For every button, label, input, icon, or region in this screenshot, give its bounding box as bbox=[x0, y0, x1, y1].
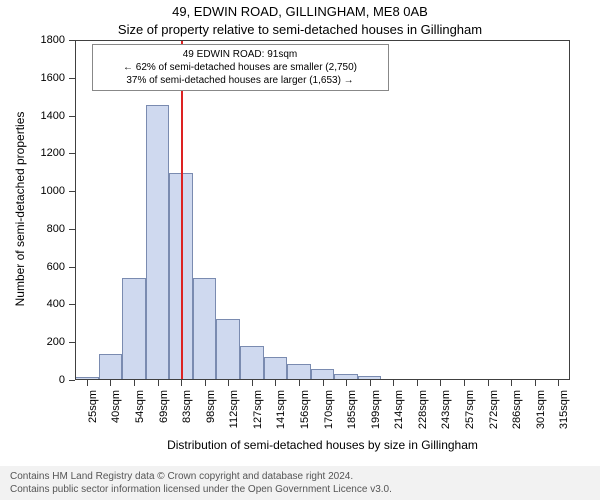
annotation-line-2: ← 62% of semi-detached houses are smalle… bbox=[99, 61, 382, 74]
xtick-label: 214sqm bbox=[393, 390, 405, 440]
xtick-label: 25sqm bbox=[87, 390, 99, 440]
xtick-label: 40sqm bbox=[110, 390, 122, 440]
xtick-label: 69sqm bbox=[158, 390, 170, 440]
xtick-label: 228sqm bbox=[417, 390, 429, 440]
xtick-mark bbox=[488, 380, 489, 386]
histogram-bar bbox=[99, 354, 123, 380]
histogram-plot: 49 EDWIN ROAD: 91sqm ← 62% of semi-detac… bbox=[75, 40, 570, 380]
ytick-mark bbox=[69, 342, 75, 343]
histogram-bar bbox=[193, 278, 217, 380]
property-marker-line bbox=[181, 40, 183, 380]
histogram-bar bbox=[311, 369, 335, 380]
ytick-mark bbox=[69, 380, 75, 381]
xtick-mark bbox=[440, 380, 441, 386]
ytick-mark bbox=[69, 304, 75, 305]
ytick-label: 1200 bbox=[0, 147, 65, 159]
xtick-mark bbox=[370, 380, 371, 386]
xtick-mark bbox=[228, 380, 229, 386]
xtick-mark bbox=[535, 380, 536, 386]
y-axis-label: Number of semi-detached properties bbox=[13, 59, 27, 359]
xtick-label: 301sqm bbox=[535, 390, 547, 440]
xtick-label: 257sqm bbox=[464, 390, 476, 440]
xtick-label: 98sqm bbox=[205, 390, 217, 440]
ytick-label: 1000 bbox=[0, 185, 65, 197]
footer: Contains HM Land Registry data © Crown c… bbox=[0, 466, 600, 500]
xtick-mark bbox=[158, 380, 159, 386]
xtick-mark bbox=[346, 380, 347, 386]
xtick-label: 54sqm bbox=[134, 390, 146, 440]
histogram-bar bbox=[240, 346, 264, 380]
annotation-line-1: 49 EDWIN ROAD: 91sqm bbox=[99, 48, 382, 61]
histogram-bar bbox=[264, 357, 288, 380]
xtick-label: 185sqm bbox=[346, 390, 358, 440]
xtick-mark bbox=[252, 380, 253, 386]
xtick-label: 315sqm bbox=[558, 390, 570, 440]
page: 49, EDWIN ROAD, GILLINGHAM, ME8 0AB Size… bbox=[0, 0, 600, 500]
ytick-mark bbox=[69, 229, 75, 230]
ytick-mark bbox=[69, 40, 75, 41]
footer-line-2: Contains public sector information licen… bbox=[10, 483, 590, 496]
xtick-mark bbox=[205, 380, 206, 386]
xtick-mark bbox=[299, 380, 300, 386]
footer-line-1: Contains HM Land Registry data © Crown c… bbox=[10, 470, 590, 483]
ytick-label: 1600 bbox=[0, 72, 65, 84]
xtick-label: 141sqm bbox=[275, 390, 287, 440]
xtick-mark bbox=[393, 380, 394, 386]
ytick-label: 1400 bbox=[0, 110, 65, 122]
xtick-mark bbox=[511, 380, 512, 386]
ytick-mark bbox=[69, 116, 75, 117]
xtick-label: 170sqm bbox=[323, 390, 335, 440]
xtick-mark bbox=[417, 380, 418, 386]
page-title: 49, EDWIN ROAD, GILLINGHAM, ME8 0AB bbox=[0, 4, 600, 19]
xtick-label: 243sqm bbox=[440, 390, 452, 440]
x-axis-label: Distribution of semi-detached houses by … bbox=[75, 438, 570, 452]
xtick-mark bbox=[558, 380, 559, 386]
xtick-label: 112sqm bbox=[228, 390, 240, 440]
xtick-label: 127sqm bbox=[252, 390, 264, 440]
xtick-mark bbox=[275, 380, 276, 386]
annotation-box: 49 EDWIN ROAD: 91sqm ← 62% of semi-detac… bbox=[92, 44, 389, 91]
ytick-label: 800 bbox=[0, 223, 65, 235]
xtick-mark bbox=[464, 380, 465, 386]
histogram-bar bbox=[146, 105, 170, 380]
ytick-mark bbox=[69, 78, 75, 79]
xtick-label: 272sqm bbox=[488, 390, 500, 440]
xtick-label: 83sqm bbox=[181, 390, 193, 440]
xtick-mark bbox=[134, 380, 135, 386]
histogram-bar bbox=[216, 319, 240, 380]
xtick-mark bbox=[323, 380, 324, 386]
ytick-label: 400 bbox=[0, 298, 65, 310]
xtick-mark bbox=[87, 380, 88, 386]
ytick-label: 0 bbox=[0, 374, 65, 386]
xtick-label: 286sqm bbox=[511, 390, 523, 440]
page-subtitle: Size of property relative to semi-detach… bbox=[0, 22, 600, 37]
xtick-label: 199sqm bbox=[370, 390, 382, 440]
ytick-mark bbox=[69, 191, 75, 192]
xtick-mark bbox=[110, 380, 111, 386]
histogram-bar bbox=[287, 364, 311, 380]
ytick-label: 600 bbox=[0, 261, 65, 273]
histogram-bar bbox=[122, 278, 146, 380]
xtick-mark bbox=[181, 380, 182, 386]
xtick-label: 156sqm bbox=[299, 390, 311, 440]
ytick-label: 200 bbox=[0, 336, 65, 348]
ytick-mark bbox=[69, 267, 75, 268]
annotation-line-3: 37% of semi-detached houses are larger (… bbox=[99, 74, 382, 87]
ytick-mark bbox=[69, 153, 75, 154]
ytick-label: 1800 bbox=[0, 34, 65, 46]
